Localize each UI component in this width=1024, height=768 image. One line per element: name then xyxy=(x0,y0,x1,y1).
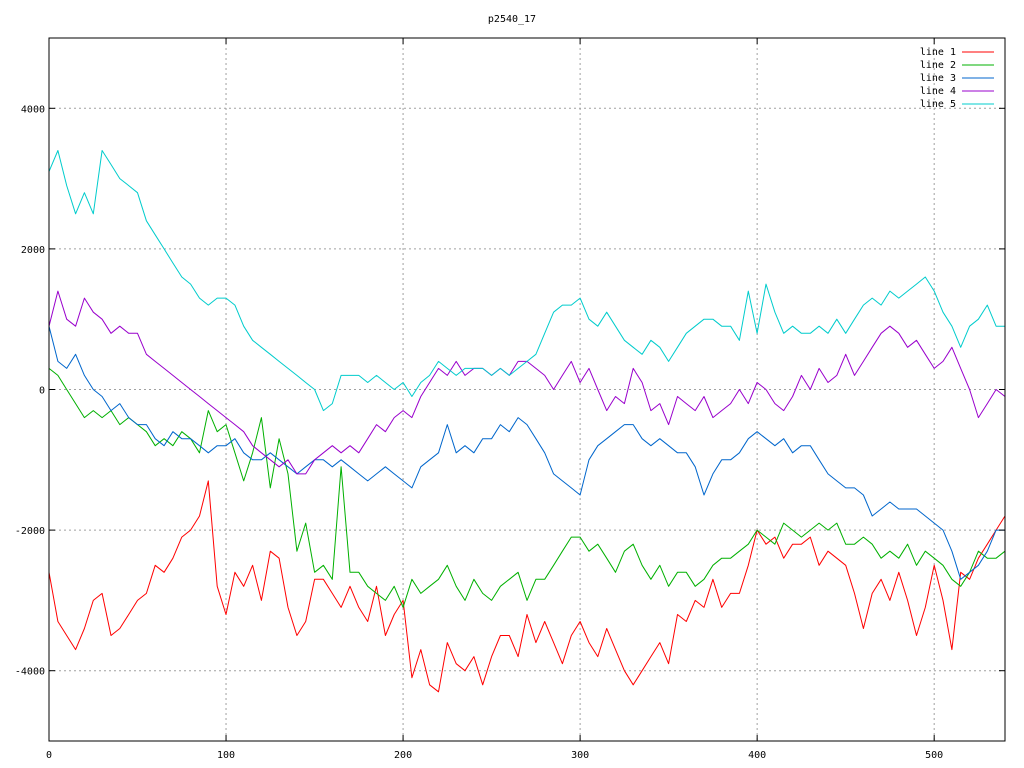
grid xyxy=(49,38,1005,741)
x-tick-label: 200 xyxy=(394,750,412,761)
legend-label-3: line 3 xyxy=(920,73,956,84)
legend-label-5: line 5 xyxy=(920,99,956,110)
x-tick-label: 300 xyxy=(571,750,589,761)
x-tick-label: 0 xyxy=(46,750,52,761)
series-lines xyxy=(48,150,1006,693)
x-tick-label: 400 xyxy=(748,750,766,761)
y-tick-label: -2000 xyxy=(15,526,45,537)
series-line-2 xyxy=(48,368,1006,608)
y-tick-label: 4000 xyxy=(21,104,45,115)
legend: line 1 line 2 line 3 line 4 line 5 xyxy=(920,47,994,110)
series-line-5 xyxy=(48,150,1005,412)
legend-label-2: line 2 xyxy=(920,60,956,71)
legend-label-1: line 1 xyxy=(920,47,956,58)
y-tick-label: 0 xyxy=(39,386,45,397)
y-tick-label: 2000 xyxy=(21,245,45,256)
chart-title: p2540_17 xyxy=(488,14,536,25)
plot-area-frame xyxy=(48,37,1006,742)
x-tick-label: 100 xyxy=(217,750,235,761)
axis-ticks: 0 100 200 300 400 500 -4000 -2000 0 2000 4000 xyxy=(15,38,1005,761)
x-tick-label: 500 xyxy=(925,750,943,761)
legend-label-4: line 4 xyxy=(920,86,956,97)
series-line-1 xyxy=(48,480,1006,693)
y-tick-label: -4000 xyxy=(15,667,45,678)
series-line-4 xyxy=(48,290,1006,475)
series-line-3 xyxy=(48,326,1005,580)
